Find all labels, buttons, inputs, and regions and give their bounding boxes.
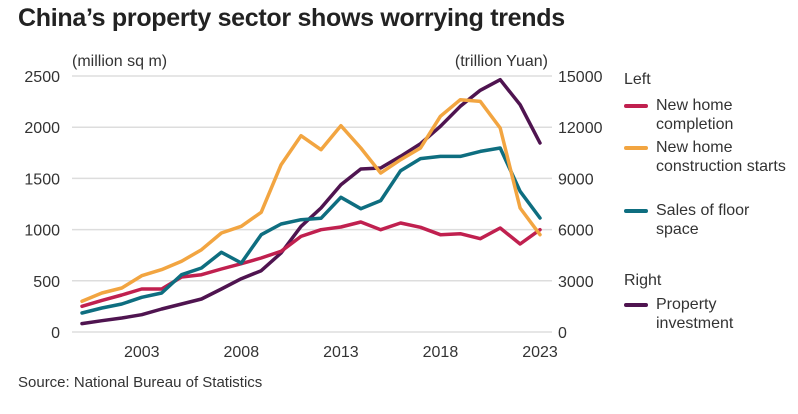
left-axis-label: (million sq m): [72, 53, 167, 70]
right-tick-label: 9000: [558, 171, 594, 188]
left-tick-label: 1500: [24, 171, 60, 188]
legend-item-completion: New home completion: [624, 96, 796, 134]
legend-item-starts: New home construction starts: [624, 138, 796, 176]
right-tick-label: 0: [558, 325, 567, 342]
series-line-new-home-completion: [80, 220, 542, 309]
legend-swatch: [624, 209, 648, 213]
right-tick-label: 12000: [558, 120, 603, 137]
x-tick-label: 2008: [224, 344, 260, 361]
right-tick-label: 15000: [558, 69, 603, 86]
legend-swatch: [624, 303, 648, 307]
right-axis-label: (trillion Yuan): [455, 53, 548, 70]
right-tick-label: 3000: [558, 274, 594, 291]
legend-item-investment: Property investment: [624, 295, 796, 333]
legend-label: Sales of floor space: [656, 202, 750, 238]
right-tick-label: 6000: [558, 223, 594, 240]
legend-group-left: Left: [624, 71, 651, 88]
x-tick-label: 2018: [423, 344, 459, 361]
left-tick-label: 2000: [24, 120, 60, 137]
legend-label: New home construction starts: [656, 139, 786, 175]
x-tick-label: 2023: [522, 344, 558, 361]
series-line-new-home-construction-starts: [80, 97, 542, 304]
legend-swatch: [624, 104, 648, 108]
left-tick-label: 0: [51, 325, 60, 342]
left-tick-label: 500: [33, 274, 60, 291]
series-line-sales-of-floor-space: [80, 146, 542, 315]
legend-label: Property investment: [656, 296, 734, 332]
legend-group-right: Right: [624, 272, 662, 289]
x-tick-label: 2003: [124, 344, 160, 361]
legend-label: New home completion: [656, 97, 734, 133]
legend-swatch: [624, 146, 648, 150]
left-tick-label: 1000: [24, 223, 60, 240]
chart-title: China’s property sector shows worrying t…: [18, 4, 565, 32]
left-tick-label: 2500: [24, 69, 60, 86]
source-note: Source: National Bureau of Statistics: [18, 374, 263, 391]
legend-item-sales: Sales of floor space: [624, 201, 796, 239]
series-line-property-investment: [80, 77, 542, 326]
x-tick-label: 2013: [323, 344, 359, 361]
